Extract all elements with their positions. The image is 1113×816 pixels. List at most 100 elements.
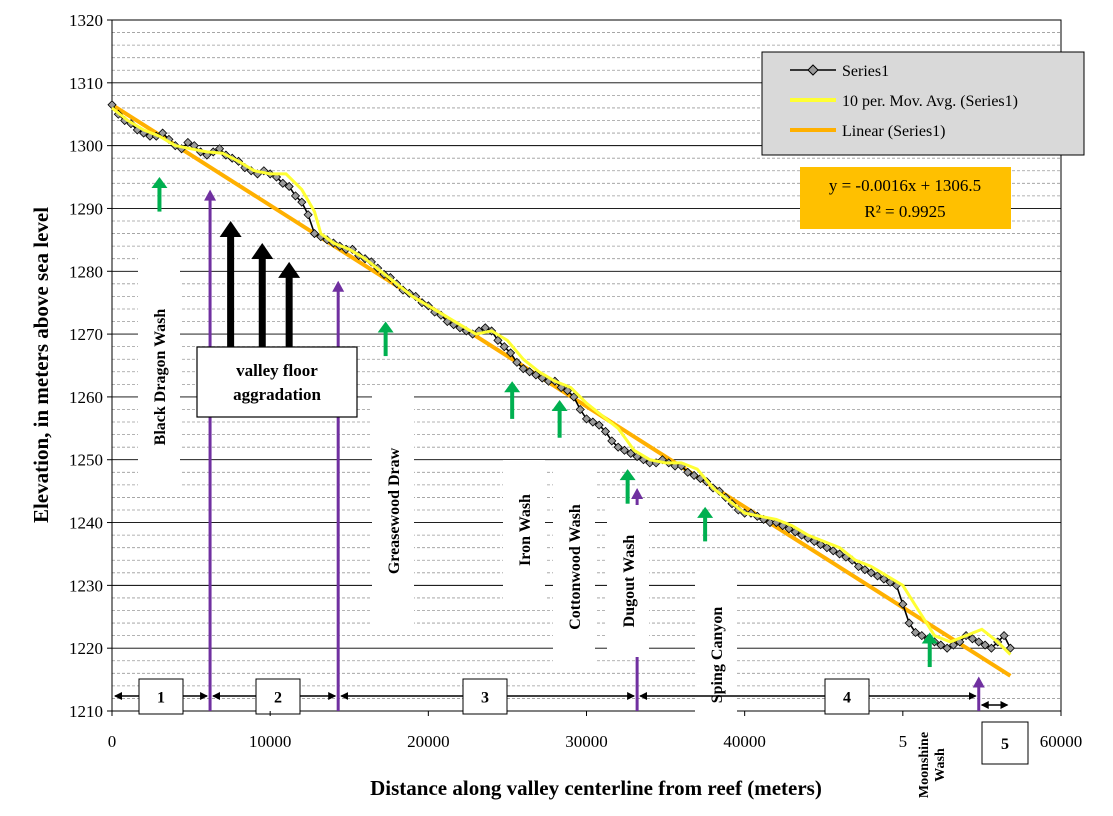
tributary-label-box [553, 468, 595, 666]
aggradation-arrowhead [278, 261, 301, 278]
trendline-equation: y = -0.0016x + 1306.5 [829, 176, 981, 195]
series1-point [904, 618, 914, 628]
series1-point [271, 172, 282, 182]
series1-point [689, 470, 699, 480]
tributary-arrowhead [504, 381, 521, 393]
tributary-label-box [138, 258, 180, 496]
series1-point [898, 599, 908, 609]
series1-point [936, 640, 946, 650]
y-tick-label: 1240 [69, 514, 103, 533]
segment-number-box [824, 678, 870, 715]
tributary-label: Sping Canyon [709, 607, 726, 704]
y-tick-label: 1310 [69, 74, 103, 93]
series1-point [600, 426, 611, 437]
series1-point [202, 150, 212, 160]
tributary-label: Moonshine [917, 732, 932, 798]
trendline-equation-box: y = -0.0016x + 1306.5 R² = 0.9925 [800, 167, 1011, 229]
series1-point [683, 467, 693, 477]
tributary-arrowhead [551, 400, 568, 412]
series1-point [853, 561, 864, 572]
y-tick-label: 1320 [69, 11, 103, 30]
tributary-arrowhead [921, 632, 938, 644]
tributary-label-box [372, 392, 414, 630]
series1-point [607, 436, 617, 446]
segment-number-box [138, 678, 184, 715]
segment-number: 2 [274, 690, 282, 707]
series1-point [879, 574, 889, 584]
annotations: Black Dragon Wash Greasewood Draw Iron Was… [114, 177, 1029, 815]
series1-point [613, 442, 623, 452]
x-tick-label: 10000 [249, 732, 292, 751]
series1-point [974, 637, 984, 647]
y-tick-label: 1280 [69, 262, 103, 281]
valley-floor-label: valley floor [236, 361, 318, 380]
segment-boundary-arrowhead [972, 676, 985, 688]
y-tick-label: 1260 [69, 388, 103, 407]
tributary-label: Iron Wash [517, 494, 534, 566]
series1-point [512, 357, 522, 367]
tributary-label-box [503, 460, 545, 600]
series1-point [619, 445, 630, 455]
y-tick-label: 1300 [69, 137, 103, 156]
tributary-label-box [912, 715, 956, 815]
tributary-label: Cottonwood Wash [567, 504, 584, 630]
x-tick-label: 60000 [1040, 732, 1083, 751]
tributary-label: Black Dragon Wash [152, 309, 169, 446]
series1-point [506, 348, 516, 358]
segment-number: 3 [481, 690, 489, 707]
x-tick-label: 5 [899, 732, 908, 751]
series1-point [917, 631, 927, 641]
series1-point [499, 342, 509, 352]
series1-point [259, 166, 269, 176]
series1-point [562, 386, 573, 396]
segment-number-box [255, 678, 301, 715]
series1-point [866, 568, 876, 578]
segment-boundary-arrowhead [332, 280, 345, 292]
series1-point [765, 517, 775, 528]
aggradation-arrowhead [219, 221, 242, 238]
x-axis-label: Distance along valley centerline from re… [370, 776, 822, 800]
series1-point [284, 181, 294, 192]
series1-point [1005, 643, 1015, 653]
axis-ticks: 1210122012301240125012601270128012901300… [69, 11, 1082, 751]
y-tick-label: 1230 [69, 576, 103, 595]
y-axis-label: Elevation, in meters above sea level [29, 207, 53, 523]
series1-point [872, 571, 883, 581]
series1-point [942, 643, 952, 653]
segment-number: 5 [1001, 736, 1009, 753]
series1-point [822, 543, 832, 553]
series1-point [575, 404, 585, 415]
legend-label-linear: Linear (Series1) [842, 123, 946, 140]
tributary-arrowhead [151, 177, 168, 189]
moving-average-line [111, 106, 1012, 656]
segment-number: 4 [843, 690, 851, 707]
series1-point [518, 364, 528, 374]
moving-average-path [111, 106, 1012, 656]
series1-point [967, 634, 977, 644]
y-tick-label: 1220 [69, 639, 103, 658]
x-tick-label: 30000 [565, 732, 608, 751]
valley-floor-label-box [196, 346, 358, 418]
segment-boundary-arrowhead [204, 189, 217, 201]
tributary-label-box [695, 570, 737, 740]
series1-point [835, 549, 845, 559]
tributary-label-box [607, 505, 649, 657]
series1-point [524, 367, 535, 377]
tributary-label: Dugout Wash [621, 535, 638, 628]
valley-floor-label: aggradation [233, 385, 321, 404]
y-tick-label: 1270 [69, 325, 103, 344]
legend-label-series1: Series1 [842, 63, 889, 80]
series1-point [594, 420, 604, 430]
tributary-arrowhead [697, 506, 714, 518]
legend-marker-series1 [807, 64, 819, 76]
x-tick-label: 20000 [407, 732, 450, 751]
series1-point [581, 414, 592, 424]
series1-point [531, 370, 541, 380]
x-tick-label: 40000 [723, 732, 766, 751]
x-tick-label: 0 [108, 732, 117, 751]
series1-point [860, 565, 870, 575]
y-tick-label: 1290 [69, 199, 103, 218]
series1-point [980, 640, 990, 650]
legend-label-movavg: 10 per. Mov. Avg. (Series1) [842, 93, 1018, 110]
